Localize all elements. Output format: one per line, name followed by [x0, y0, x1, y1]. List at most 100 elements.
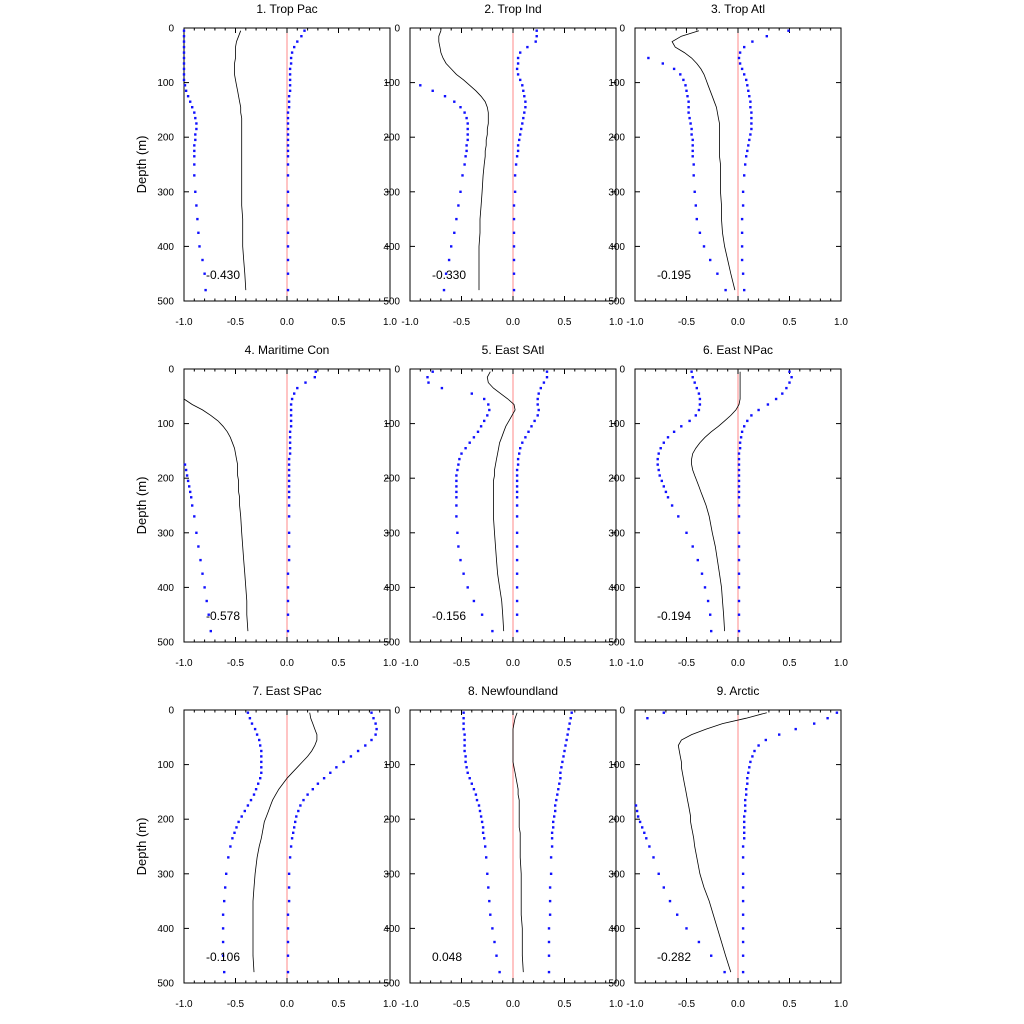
panel-4: 4. Maritime Con Depth (m) -1.0 -0.5 0.0 0.5 1.…: [134, 343, 397, 669]
series-point: [516, 149, 520, 153]
series-point: [513, 174, 517, 177]
x-tick-label: -1.0: [626, 658, 644, 669]
series-point: [486, 872, 489, 875]
series-point: [195, 127, 198, 131]
series-point: [289, 403, 293, 406]
y-tick-label: 400: [383, 583, 400, 594]
series-point: [547, 940, 551, 944]
series-point: [515, 613, 519, 616]
series-point: [288, 430, 292, 433]
series-point: [512, 204, 516, 207]
series-point: [737, 452, 741, 455]
series-point: [743, 425, 746, 428]
series-point: [259, 777, 262, 780]
series-point: [539, 386, 542, 390]
correlation-value: -0.430: [206, 268, 240, 282]
series-point: [252, 793, 256, 796]
series-point: [182, 29, 186, 32]
series-point: [248, 717, 252, 720]
series-point: [647, 56, 650, 60]
series-point: [519, 78, 522, 82]
series-point: [737, 457, 741, 461]
series-point: [185, 474, 189, 477]
x-tick-label: 1.0: [383, 317, 397, 328]
series-point: [370, 738, 373, 742]
series-point: [740, 430, 744, 433]
series-point: [740, 245, 744, 248]
panel-5: 5. East SAtl -1.0 -0.5 0.0 0.5 1.0 0 100 200 300 4…: [383, 343, 623, 669]
x-tick-label: 0.0: [506, 999, 520, 1010]
y-tick-label: 300: [383, 869, 400, 880]
series-point: [657, 872, 660, 875]
series-point: [694, 204, 697, 207]
y-tick-label: 0: [394, 24, 400, 35]
series-point: [374, 733, 377, 736]
series-point: [483, 397, 486, 401]
series-point: [240, 815, 243, 818]
series-point: [741, 856, 745, 859]
y-tick-label: 300: [383, 528, 400, 539]
series-point: [204, 288, 207, 292]
series-point: [286, 155, 290, 158]
series-line: [438, 30, 489, 291]
series-point: [757, 408, 760, 412]
series-point: [183, 463, 187, 466]
series-point: [512, 258, 516, 262]
series-point: [662, 485, 665, 488]
series-point: [289, 425, 293, 428]
series-point: [287, 468, 291, 472]
series-point: [260, 755, 263, 758]
series-point: [466, 133, 469, 136]
series-point: [691, 144, 694, 147]
series-point: [561, 760, 564, 764]
series-point: [227, 856, 230, 859]
series-point: [723, 970, 726, 974]
series-point: [524, 436, 527, 439]
series-point: [716, 272, 719, 275]
series-point: [515, 558, 519, 562]
series-point: [753, 749, 756, 753]
series-point: [419, 84, 422, 87]
series-point: [287, 496, 291, 499]
series-point: [209, 629, 212, 633]
series-point: [286, 231, 290, 234]
series-point: [788, 381, 791, 384]
y-tick-label: 100: [383, 760, 400, 771]
series-point: [486, 414, 489, 417]
series-point: [304, 381, 307, 384]
series-point: [465, 766, 468, 769]
series-point: [456, 531, 459, 534]
x-tick-label: 1.0: [609, 999, 623, 1010]
series-point: [656, 457, 659, 461]
series-point: [826, 717, 829, 720]
series-point: [737, 545, 741, 548]
series-point: [745, 788, 748, 791]
series-point: [286, 613, 290, 616]
series-point: [516, 56, 520, 60]
series-point: [455, 496, 458, 499]
series-point: [695, 217, 698, 221]
x-tick-label: -0.5: [678, 658, 696, 669]
correlation-value: -0.194: [657, 609, 691, 623]
series-point: [691, 376, 694, 379]
series-point: [229, 845, 232, 848]
series-point: [295, 815, 298, 818]
series-point: [474, 793, 478, 796]
series-point: [748, 95, 751, 98]
series-point: [198, 245, 201, 248]
series-point: [549, 872, 553, 875]
series-point: [692, 174, 695, 177]
series-point: [491, 629, 494, 633]
x-tick-label: 0.5: [332, 658, 346, 669]
series-point: [455, 217, 458, 221]
series-point: [182, 73, 186, 76]
y-tick-label: 400: [157, 583, 174, 594]
series-point: [493, 940, 496, 944]
series-point: [656, 463, 659, 466]
series-point: [646, 717, 649, 720]
series-point: [746, 419, 749, 423]
series-point: [746, 777, 749, 780]
series-point: [195, 531, 198, 534]
series-point: [739, 436, 743, 439]
series-point: [698, 397, 702, 401]
